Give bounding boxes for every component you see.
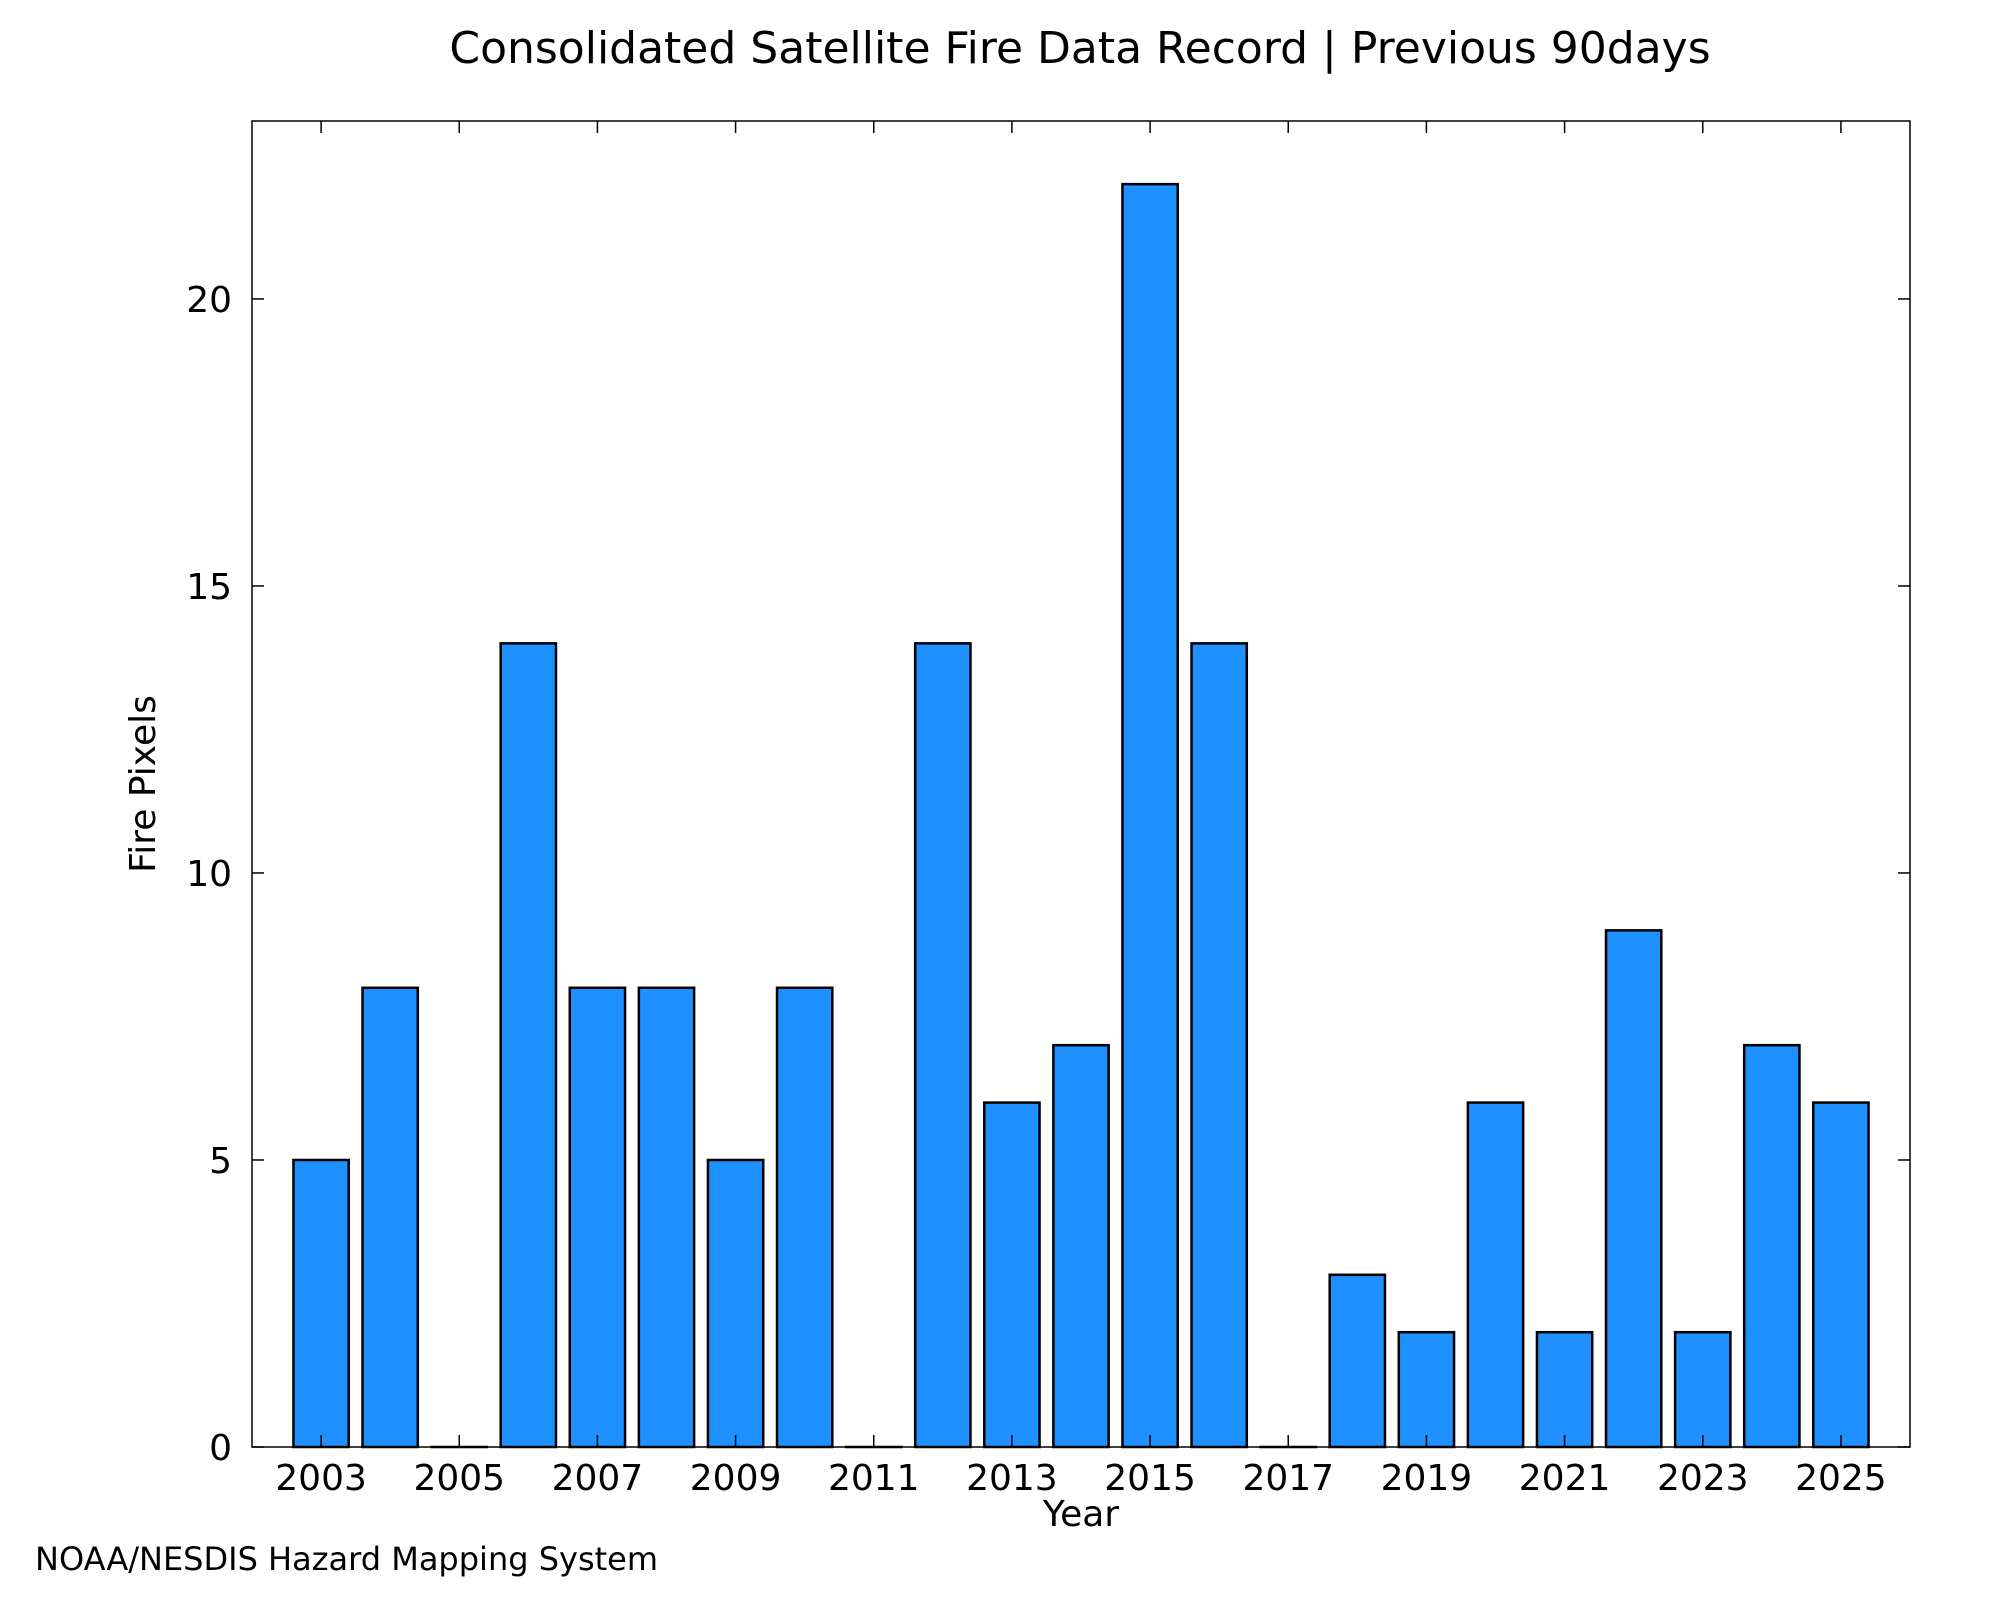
- x-tick-label-2005: 2005: [413, 1458, 505, 1499]
- bar-2021: [1535, 1330, 1594, 1449]
- credit-text: NOAA/NESDIS Hazard Mapping System: [35, 1540, 658, 1578]
- x-tick-label-2017: 2017: [1242, 1458, 1334, 1499]
- y-axis-label: Fire Pixels: [123, 695, 164, 873]
- x-tick-label-2009: 2009: [690, 1458, 782, 1499]
- bar-2020: [1466, 1101, 1525, 1449]
- bar-2013: [983, 1101, 1041, 1449]
- bar-2025: [1812, 1101, 1870, 1449]
- x-tick-label-2013: 2013: [966, 1458, 1058, 1499]
- x-tick-label-2023: 2023: [1657, 1458, 1749, 1499]
- bar-2016: [1190, 642, 1249, 1449]
- x-tick-label-2019: 2019: [1381, 1458, 1473, 1499]
- axis-ticks: 2003 2005 2007 2009 2011 2013 2015 2017 2019 2021…: [186, 121, 1910, 1499]
- bar-2009: [706, 1158, 765, 1449]
- bar-2010: [775, 986, 834, 1449]
- bar-2007: [568, 986, 627, 1449]
- bar-2006: [499, 642, 558, 1449]
- x-tick-label-2007: 2007: [552, 1458, 644, 1499]
- bar-2003: [292, 1158, 350, 1449]
- bar-2023: [1673, 1330, 1732, 1449]
- bar-2012: [913, 642, 972, 1449]
- bar-2004: [361, 986, 420, 1449]
- y-tick-label-0: 0: [209, 1428, 232, 1469]
- plot-frame: [251, 120, 1911, 1448]
- x-tick-label-2003: 2003: [275, 1458, 367, 1499]
- x-axis-label: Year: [1042, 1494, 1119, 1535]
- x-tick-label-2011: 2011: [828, 1458, 920, 1499]
- bar-2024: [1742, 1043, 1801, 1449]
- y-tick-label-10: 10: [186, 854, 232, 895]
- x-tick-label-2021: 2021: [1519, 1458, 1611, 1499]
- bar-2019: [1397, 1330, 1456, 1449]
- y-tick-label-5: 5: [209, 1141, 232, 1182]
- bar-2022: [1604, 929, 1663, 1449]
- bar-2018: [1328, 1273, 1387, 1449]
- x-tick-label-2025: 2025: [1795, 1458, 1887, 1499]
- chart-title: Consolidated Satellite Fire Data Record …: [449, 23, 1710, 74]
- bar-2008: [637, 986, 696, 1449]
- y-tick-label-15: 15: [186, 567, 232, 608]
- x-tick-label-2015: 2015: [1104, 1458, 1196, 1499]
- bar-2015: [1121, 182, 1179, 1449]
- bars-layer: [292, 182, 1870, 1449]
- bar-2014: [1052, 1043, 1110, 1449]
- y-tick-label-20: 20: [186, 280, 232, 321]
